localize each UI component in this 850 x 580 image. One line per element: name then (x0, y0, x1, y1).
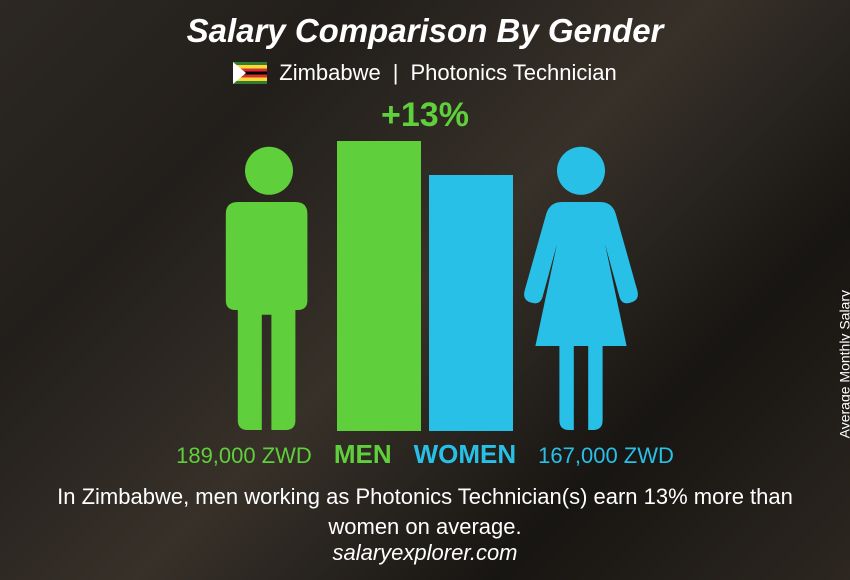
footer-source: salaryexplorer.com (0, 540, 850, 566)
women-salary: 167,000 ZWD (538, 443, 674, 469)
man-icon (209, 141, 329, 431)
men-label: MEN (334, 439, 392, 470)
comparison-chart (209, 131, 641, 431)
women-bar (429, 175, 513, 431)
subtitle-row: Zimbabwe | Photonics Technician (233, 60, 617, 86)
percent-difference: +13% (381, 96, 469, 135)
caption-text: In Zimbabwe, men working as Photonics Te… (35, 482, 815, 541)
role-label: Photonics Technician (410, 60, 616, 86)
separator: | (393, 60, 399, 86)
labels-row: 189,000 ZWD MEN WOMEN 167,000 ZWD (176, 439, 674, 470)
men-salary: 189,000 ZWD (176, 443, 312, 469)
zimbabwe-flag-icon (233, 62, 267, 84)
y-axis-label: Average Monthly Salary (836, 290, 850, 438)
woman-icon (521, 141, 641, 431)
men-bar (337, 141, 421, 431)
page-title: Salary Comparison By Gender (187, 12, 664, 50)
women-label: WOMEN (414, 439, 517, 470)
country-label: Zimbabwe (279, 60, 380, 86)
